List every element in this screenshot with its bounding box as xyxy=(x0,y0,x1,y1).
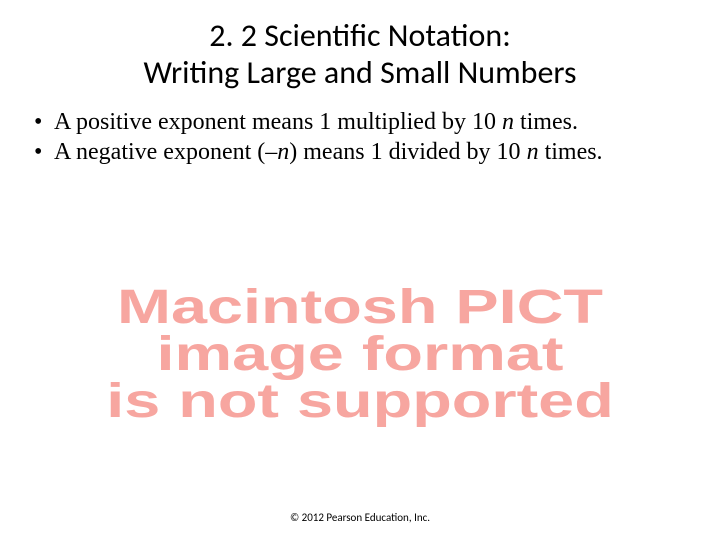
bullet-italic: n xyxy=(502,109,514,135)
pict-placeholder: Macintosh PICT image format is not suppo… xyxy=(0,284,720,425)
footer-text: © 2012 Pearson Education, Inc. xyxy=(290,511,430,524)
title-line-2: Writing Large and Small Numbers xyxy=(143,53,576,92)
bullet-italic: n xyxy=(527,139,539,165)
copyright-footer: © 2012 Pearson Education, Inc. xyxy=(0,511,720,524)
bullet-item: A positive exponent means 1 multiplied b… xyxy=(30,108,690,136)
bullet-text: ) means 1 divided by 10 xyxy=(289,139,526,165)
pict-line: Macintosh PICT xyxy=(117,281,603,334)
title-line-1: 2. 2 Scientific Notation: xyxy=(209,16,511,55)
bullet-list: A positive exponent means 1 multiplied b… xyxy=(30,108,690,167)
bullet-text: times. xyxy=(539,139,603,165)
pict-line: image format xyxy=(157,328,564,381)
slide: 2. 2 Scientific Notation: Writing Large … xyxy=(0,0,720,540)
bullet-italic: n xyxy=(277,139,289,165)
bullet-text: A positive exponent means 1 multiplied b… xyxy=(54,109,502,135)
pict-line: is not supported xyxy=(106,375,614,428)
bullet-item: A negative exponent (–n) means 1 divided… xyxy=(30,138,690,166)
bullet-text: A negative exponent (– xyxy=(54,139,277,165)
slide-title: 2. 2 Scientific Notation: Writing Large … xyxy=(30,18,690,92)
bullet-text: times. xyxy=(514,109,578,135)
